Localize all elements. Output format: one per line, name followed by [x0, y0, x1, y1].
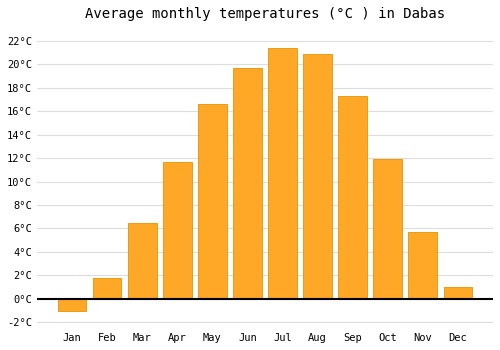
Bar: [338, 96, 367, 299]
Title: Average monthly temperatures (°C ) in Dabas: Average monthly temperatures (°C ) in Da…: [85, 7, 445, 21]
Bar: [128, 223, 156, 299]
Bar: [233, 68, 262, 299]
Bar: [408, 232, 437, 299]
Bar: [163, 162, 192, 299]
Bar: [303, 54, 332, 299]
Bar: [374, 159, 402, 299]
Bar: [198, 104, 226, 299]
Bar: [444, 287, 472, 299]
Bar: [58, 299, 86, 310]
Bar: [92, 278, 122, 299]
Bar: [268, 48, 297, 299]
